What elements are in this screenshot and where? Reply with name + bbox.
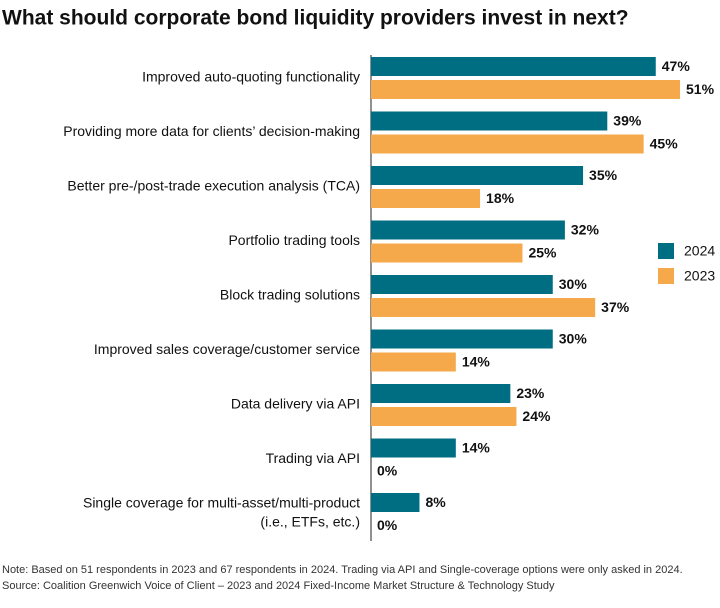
bar [371, 134, 644, 154]
value-label: 32% [571, 222, 600, 238]
bar [371, 384, 511, 403]
category-label: Improved auto-quoting functionality [142, 69, 360, 85]
value-label: 25% [528, 245, 557, 261]
source: Source: Coalition Greenwich Voice of Cli… [2, 580, 555, 592]
chart-title: What should corporate bond liquidity pro… [2, 7, 629, 30]
category-label: Data delivery via API [231, 396, 360, 412]
bar [371, 407, 517, 426]
category-label: (i.e., ETFs, etc.) [260, 514, 360, 530]
legend-swatch [658, 243, 674, 259]
legend-swatch [658, 268, 674, 284]
bar [371, 80, 680, 99]
bar [371, 243, 523, 263]
value-label: 39% [613, 113, 642, 129]
bar [371, 493, 420, 512]
category-label: Better pre-/post-trade execution analysi… [67, 178, 360, 194]
value-label: 35% [589, 167, 618, 183]
bar [371, 57, 656, 76]
bar [371, 189, 481, 208]
value-label: 0% [377, 463, 398, 479]
value-label: 14% [462, 354, 491, 370]
category-label: Improved sales coverage/customer service [94, 341, 360, 357]
category-label: Portfolio trading tools [228, 232, 360, 248]
value-label: 0% [377, 517, 398, 533]
value-label: 18% [486, 190, 515, 206]
bar [371, 111, 608, 131]
bar [371, 298, 596, 317]
value-label: 45% [650, 136, 679, 152]
value-label: 14% [462, 440, 491, 456]
bar [371, 438, 456, 458]
note: Note: Based on 51 respondents in 2023 an… [2, 564, 683, 576]
value-label: 30% [559, 276, 588, 292]
category-label: Providing more data for clients’ decisio… [63, 123, 360, 139]
legend-label: 2023 [684, 268, 715, 284]
legend-label: 2024 [684, 243, 715, 259]
value-label: 37% [601, 299, 630, 315]
value-label: 8% [425, 494, 446, 510]
value-label: 30% [559, 331, 588, 347]
bar [371, 275, 553, 294]
value-label: 24% [522, 408, 551, 424]
value-label: 47% [662, 58, 691, 74]
bar [371, 352, 456, 372]
category-label: Block trading solutions [220, 287, 360, 303]
bar [371, 329, 553, 349]
value-label: 23% [516, 385, 545, 401]
category-label: Single coverage for multi-asset/multi-pr… [83, 495, 360, 511]
bar [371, 220, 565, 240]
value-label: 51% [686, 81, 715, 97]
category-label: Trading via API [266, 450, 360, 466]
bar [371, 166, 584, 185]
